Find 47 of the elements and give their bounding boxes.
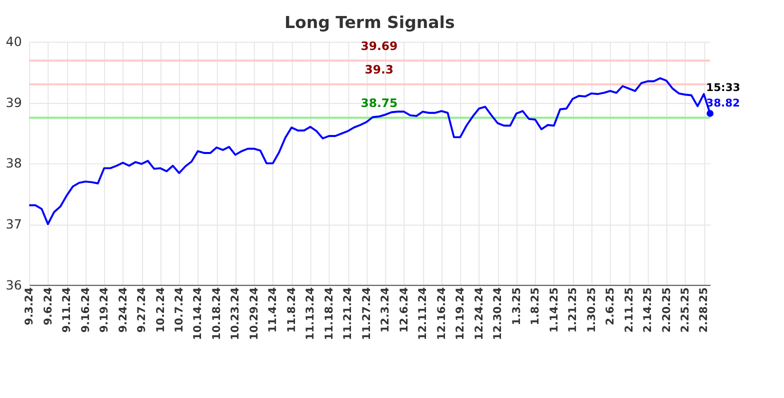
y-tick-label: 37 xyxy=(6,216,22,232)
x-tick-label: 10.2.24 xyxy=(154,287,167,333)
x-tick-label: 2.14.25 xyxy=(641,287,654,333)
x-tick-label: 1.21.25 xyxy=(566,287,580,333)
ref-line-label: 39.69 xyxy=(360,38,398,53)
y-tick-label: 38 xyxy=(6,156,22,171)
x-tick-label: 11.8.24 xyxy=(284,287,298,333)
x-tick-label: 9.19.24 xyxy=(98,287,111,333)
x-tick-label: 10.7.24 xyxy=(172,287,186,333)
x-tick-label: 1.30.25 xyxy=(584,287,598,333)
ref-line-label: 38.75 xyxy=(360,96,398,110)
x-tick-label: 11.4.24 xyxy=(266,287,280,333)
x-tick-label: 2.6.25 xyxy=(604,287,617,326)
annotation: 15:33 xyxy=(706,81,740,94)
x-tick-label: 12.19.24 xyxy=(454,287,467,340)
x-tick-label: 10.18.24 xyxy=(210,287,223,340)
x-tick-label: 9.11.24 xyxy=(60,287,74,333)
x-tick-label: 10.14.24 xyxy=(191,287,204,340)
x-tick-label: 9.24.24 xyxy=(116,287,130,333)
x-tick-label: 9.6.24 xyxy=(41,287,54,326)
x-tick-label: 12.24.24 xyxy=(472,287,486,340)
x-tick-label: 10.29.24 xyxy=(247,287,260,340)
x-tick-label: 10.23.24 xyxy=(228,287,242,340)
y-tick-label: 40 xyxy=(6,34,22,50)
x-tick-label: 1.3.25 xyxy=(510,287,523,326)
x-tick-label: 12.6.24 xyxy=(397,287,410,333)
x-tick-label: 9.3.24 xyxy=(22,287,36,326)
x-tick-label: 12.11.24 xyxy=(416,287,430,340)
ref-line-label: 39.3 xyxy=(364,62,394,77)
x-tick-label: 12.3.24 xyxy=(378,287,392,333)
x-tick-label: 12.30.24 xyxy=(491,287,504,340)
x-tick-label: 2.11.25 xyxy=(622,287,636,333)
x-tick-label: 11.18.24 xyxy=(322,287,336,340)
x-tick-label: 11.13.24 xyxy=(304,287,317,340)
x-tick-label: 2.20.25 xyxy=(660,287,673,333)
x-tick-label: 2.25.25 xyxy=(678,287,692,333)
x-tick-label: 2.28.25 xyxy=(697,287,710,333)
x-tick-label: 11.21.24 xyxy=(341,287,354,340)
x-tick-label: 12.16.24 xyxy=(434,287,448,340)
x-tick-label: 1.14.25 xyxy=(547,287,560,333)
x-tick-label: 11.27.24 xyxy=(360,287,373,340)
x-tick-label: 9.27.24 xyxy=(135,287,148,333)
x-tick-label: 1.8.25 xyxy=(528,287,542,326)
chart-title: Long Term Signals xyxy=(284,13,455,32)
y-tick-label: 36 xyxy=(6,277,22,292)
x-tick-label: 9.16.24 xyxy=(78,287,92,333)
y-tick-label: 39 xyxy=(6,94,22,110)
